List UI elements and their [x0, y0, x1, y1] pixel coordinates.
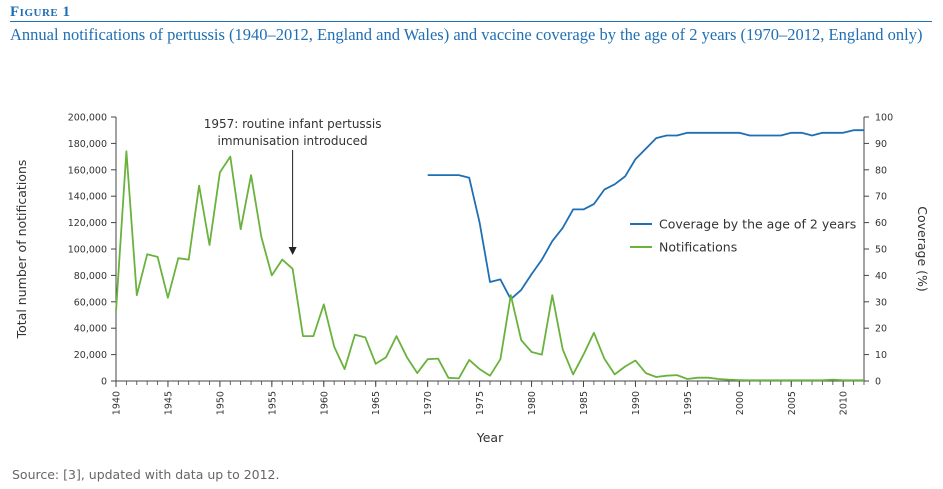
source-note: Source: [3], updated with data up to 201…	[12, 467, 280, 482]
x-tick-label: 1985	[579, 391, 590, 415]
coverage-series-line	[427, 129, 864, 301]
y-left-tick-label: 160,000	[68, 165, 107, 176]
figure-label: Figure 1	[10, 4, 71, 20]
axes-group: 0 20,000 40,000 60,000 80,000 100,000 120,000 1…	[14, 113, 930, 446]
x-tick-label: 1995	[683, 391, 694, 415]
x-tick-label: 1950	[215, 391, 226, 415]
y-right-tick-label: 60	[875, 218, 887, 229]
title-rule	[10, 21, 932, 22]
y-right-tick-label: 70	[875, 192, 887, 203]
x-tick-label: 2010	[839, 391, 850, 415]
x-tick-label: 2005	[787, 391, 798, 415]
y-left-tick-label: 180,000	[68, 139, 107, 150]
y-left-tick-label: 200,000	[68, 113, 107, 124]
series-layer	[115, 129, 864, 382]
x-tick-label: 1990	[631, 391, 642, 415]
chart-title: Annual notifications of pertussis (1940–…	[10, 25, 923, 44]
y-right-tick-label: 50	[875, 245, 887, 256]
y-right-tick-label: 80	[875, 165, 887, 176]
y-right-tick-label: 90	[875, 139, 887, 150]
legend-label: Notifications	[659, 240, 737, 255]
y-right-tick-label: 10	[875, 350, 887, 361]
x-tick-label: 1945	[163, 391, 174, 415]
y-right-tick-label: 30	[875, 297, 887, 308]
y-left-tick-label: 140,000	[68, 192, 107, 203]
x-tick-label: 1970	[423, 391, 434, 415]
annotation-line1: 1957: routine infant pertussis	[204, 117, 382, 131]
y-right-tick-label: 0	[875, 377, 881, 388]
x-tick-label: 2000	[735, 391, 746, 415]
y-right-tick-label: 20	[875, 324, 887, 335]
x-tick-label: 1965	[371, 391, 382, 415]
y-left-tick-label: 120,000	[68, 218, 107, 229]
y-axis-left-label: Total number of notifications	[14, 160, 29, 340]
x-tick-label: 1975	[475, 391, 486, 415]
x-tick-label: 1980	[527, 391, 538, 415]
notifications-series-line	[115, 150, 864, 382]
x-tick-label: 1955	[267, 391, 278, 415]
y-axis-right-label: Coverage (%)	[915, 206, 930, 292]
y-left-tick-label: 20,000	[74, 350, 107, 361]
legend-label: Coverage by the age of 2 years	[659, 217, 856, 232]
y-right-tick-label: 40	[875, 271, 887, 282]
x-tick-label: 1960	[319, 391, 330, 415]
annotation-layer: 1957: routine infant pertussis immunisati…	[204, 117, 382, 255]
legend-layer: Coverage by the age of 2 years Notificati…	[630, 217, 856, 255]
y-right-tick-label: 100	[875, 113, 893, 124]
y-left-tick-label: 100,000	[68, 245, 107, 256]
y-left-tick-label: 40,000	[74, 324, 107, 335]
x-axis-label: Year	[476, 430, 504, 445]
y-left-tick-label: 0	[101, 377, 107, 388]
y-left-tick-label: 60,000	[74, 297, 107, 308]
y-left-tick-label: 80,000	[74, 271, 107, 282]
annotation-arrow-head	[288, 247, 297, 255]
x-tick-label: 1940	[112, 391, 123, 415]
annotation-line2: immunisation introduced	[218, 134, 368, 148]
